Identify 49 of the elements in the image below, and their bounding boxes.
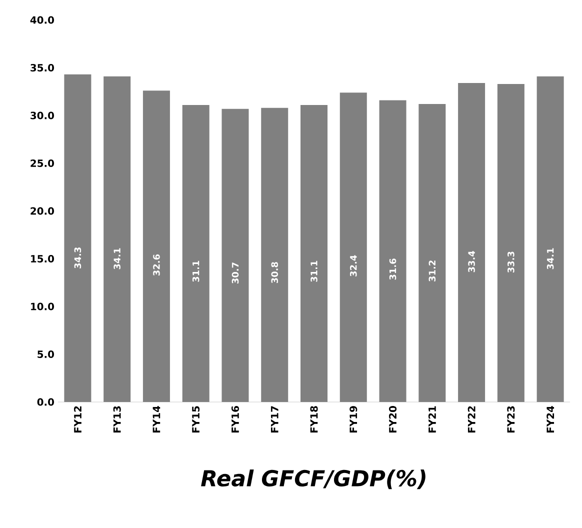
text: Real GFCF/GDP(%): [201, 470, 426, 490]
x-tick-label: FY20: [388, 406, 397, 432]
data-label: 33.4: [468, 250, 475, 272]
y-tick-label: 20.0: [30, 207, 54, 215]
x-tick-label: FY13: [113, 406, 121, 432]
data-label: 34.1: [546, 248, 554, 270]
bar: [536, 76, 564, 402]
x-tick-label: FY16: [231, 406, 239, 432]
data-label: 33.3: [508, 252, 514, 273]
data-label: 34.1: [114, 248, 120, 270]
bar: [379, 100, 406, 402]
x-tick-label: FY23: [507, 406, 515, 432]
bar: [64, 74, 92, 402]
bar: [261, 108, 288, 402]
y-tick-label: 35.0: [30, 64, 54, 72]
bar: [300, 104, 328, 402]
y-tick-label: 0.0: [37, 398, 54, 406]
x-tick-label: FY19: [350, 406, 358, 432]
y-tick-label: 5.0: [38, 350, 54, 358]
data-label: 31.6: [389, 258, 396, 280]
x-tick-label: FY18: [310, 406, 318, 432]
data-label: 31.1: [192, 260, 200, 282]
y-tick-label: 30.0: [30, 112, 54, 120]
bar: [142, 90, 170, 402]
y-tick-label: 15.0: [31, 254, 54, 263]
data-label: 32.6: [153, 254, 160, 276]
data-label: 30.7: [232, 262, 239, 284]
y-tick-label: 10.0: [31, 302, 54, 310]
data-label: 32.4: [350, 255, 357, 276]
bar: [222, 108, 249, 402]
x-tick-label: FY22: [468, 406, 476, 432]
x-tick-label: FY21: [428, 406, 436, 432]
y-tick-label: 25.0: [30, 159, 54, 168]
data-label: 31.1: [310, 260, 318, 282]
y-tick-label: 40.0: [30, 16, 54, 24]
x-tick-label: FY15: [192, 406, 200, 432]
bar: [458, 83, 486, 402]
bar: [182, 104, 210, 402]
bar: [418, 104, 446, 402]
bar: [340, 92, 367, 402]
bar: [497, 84, 524, 402]
data-label: 34.3: [74, 248, 82, 268]
bar: [104, 76, 131, 402]
data-label: 31.2: [428, 260, 436, 282]
x-tick-label: FY24: [546, 406, 554, 432]
x-tick-label: FY17: [270, 406, 278, 432]
x-tick-label: FY14: [152, 406, 160, 432]
data-label: 30.8: [271, 262, 278, 284]
x-tick-label: FY12: [74, 406, 82, 432]
